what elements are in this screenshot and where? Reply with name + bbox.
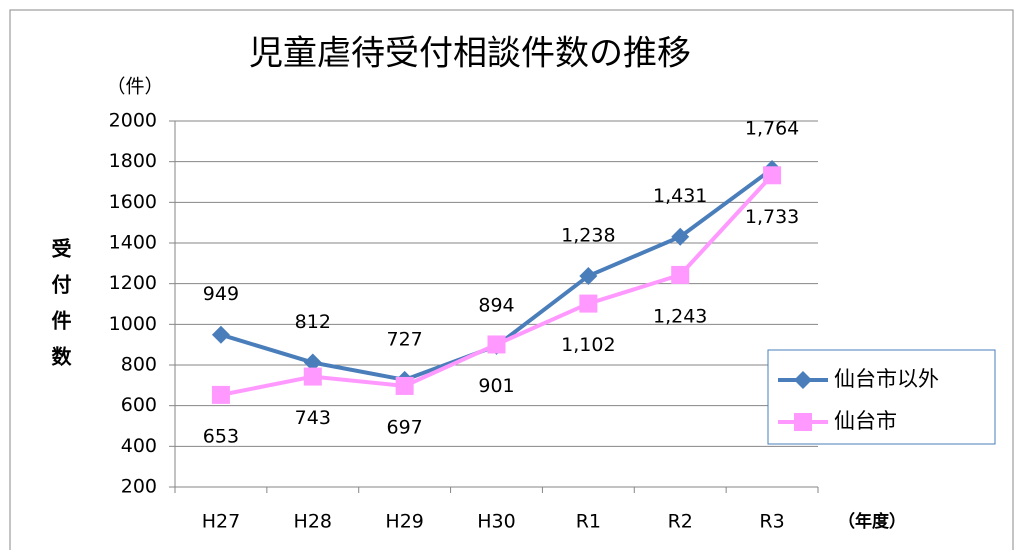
data-label: 894 [478, 294, 514, 316]
x-tick-label: R1 [576, 511, 601, 533]
marker [794, 371, 812, 389]
data-label: 1,431 [653, 185, 707, 207]
data-label: 1,733 [745, 206, 799, 228]
marker [211, 385, 230, 404]
marker [395, 376, 414, 395]
data-label: 1,238 [561, 224, 615, 246]
marker [487, 335, 506, 354]
marker [671, 265, 690, 284]
y-tick-label: 1000 [109, 313, 157, 335]
y-tick-label: 600 [121, 394, 157, 416]
x-tick-label: H29 [385, 511, 423, 533]
data-label: 812 [295, 311, 331, 333]
y-unit: （件） [106, 76, 163, 98]
data-label: 653 [203, 425, 239, 447]
marker [303, 353, 322, 372]
line [220, 173, 774, 397]
frame [9, 9, 1014, 550]
x-tick-label: H27 [202, 511, 240, 533]
data-label: 949 [203, 283, 239, 305]
chart-title: 児童虐待受付相談件数の推移 [249, 34, 691, 74]
y-tick-label: 1200 [109, 272, 157, 294]
marker [763, 166, 782, 185]
data-label: 743 [295, 407, 331, 429]
data-label: 1,102 [561, 334, 615, 356]
legend-label: 仙台市以外 [834, 367, 939, 391]
y-tick-label: 800 [121, 354, 157, 376]
marker [579, 266, 598, 285]
data-label: 697 [387, 416, 423, 438]
marker [579, 294, 598, 313]
legend-label: 仙台市 [834, 409, 897, 433]
y-tick-label: 400 [121, 435, 157, 457]
data-label: 1,764 [745, 117, 799, 139]
data-label: 1,243 [653, 305, 707, 327]
x-axis-label: （年度） [838, 511, 906, 532]
marker [303, 367, 322, 386]
data-label: 901 [478, 375, 514, 397]
y-tick-label: 1600 [109, 191, 157, 213]
marker [794, 413, 812, 431]
x-tick-label: R3 [759, 511, 784, 533]
x-tick-label: H28 [294, 511, 332, 533]
y-tick-label: 200 [121, 476, 157, 498]
x-tick-label: H30 [477, 511, 515, 533]
marker [211, 325, 230, 344]
y-tick-label: 1800 [109, 150, 157, 172]
y-axis-label: 受付件数 [48, 238, 72, 382]
y-tick-label: 1400 [109, 232, 157, 254]
x-tick-label: R2 [668, 511, 693, 533]
marker [671, 227, 690, 246]
y-tick-label: 2000 [109, 110, 157, 132]
data-label: 727 [387, 328, 423, 350]
